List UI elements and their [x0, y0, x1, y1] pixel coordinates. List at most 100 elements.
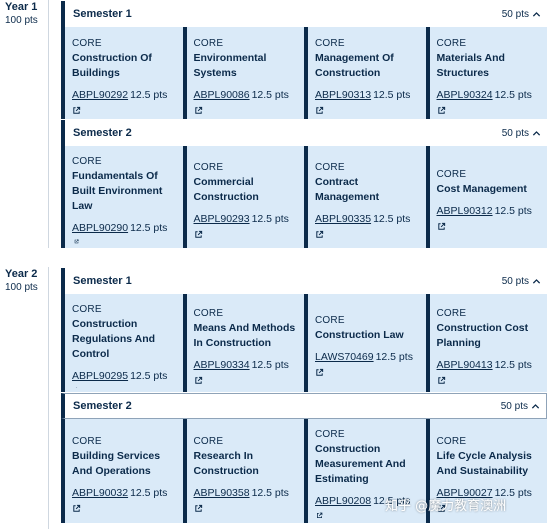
external-link-icon[interactable]: [72, 504, 81, 513]
subject-type: CORE: [436, 169, 467, 180]
subject-meta: ABPL90313 12.5 pts: [315, 88, 422, 102]
subject-credit: 12.5 pts: [130, 370, 168, 382]
semester-header[interactable]: Semester 2 50 pts: [61, 120, 547, 146]
external-link-icon[interactable]: [437, 376, 446, 385]
subject-list: CORE Building Services And Operations AB…: [61, 419, 547, 523]
subject-code-link[interactable]: ABPL90324: [436, 88, 493, 101]
chevron-up-icon: [532, 278, 541, 284]
subject-code-link[interactable]: ABPL90032: [72, 486, 129, 499]
subject-card[interactable]: CORE Construction Cost Planning ABPL9041…: [425, 294, 547, 392]
subject-name: Construction Law: [315, 329, 404, 341]
subject-card[interactable]: CORE Materials And Structures ABPL90324 1…: [425, 27, 547, 119]
subject-card[interactable]: CORE Life Cycle Analysis And Sustainabil…: [425, 419, 547, 523]
year-divider: [48, 267, 49, 529]
external-link-icon[interactable]: [72, 387, 81, 388]
subject-credit: 12.5 pts: [494, 88, 532, 101]
subject-type: CORE: [72, 37, 102, 49]
external-link-icon[interactable]: [315, 368, 324, 377]
subject-list: CORE Fundamentals Of Built Environment L…: [61, 146, 547, 248]
semester-header[interactable]: Semester 2 50 pts: [61, 393, 547, 419]
subject-card[interactable]: CORE Building Services And Operations AB…: [61, 419, 183, 523]
subject-card[interactable]: CORE Research In Construction ABPL90358 1…: [182, 419, 304, 523]
subject-code-link[interactable]: ABPL90290: [72, 222, 129, 234]
external-link-icon[interactable]: [437, 222, 446, 231]
subject-code-link[interactable]: LAWS70469: [315, 351, 374, 363]
semester-points-toggle[interactable]: 50 pts: [501, 401, 540, 412]
subject-code-link[interactable]: ABPL90335: [315, 212, 372, 225]
external-link-icon[interactable]: [194, 230, 203, 239]
subject-type: CORE: [72, 156, 102, 167]
semester-block: Semester 2 50 pts CORE Building Services…: [61, 393, 547, 523]
chevron-up-icon: [532, 130, 541, 136]
semester-title: Semester 1: [73, 8, 132, 20]
semester-block: Semester 1 50 pts CORE Construction Of B…: [61, 1, 547, 119]
external-link-icon[interactable]: [437, 504, 446, 513]
semester-block: Semester 1 50 pts CORE Construction Regu…: [61, 268, 547, 392]
subject-card[interactable]: CORE Means And Methods In Construction A…: [182, 294, 304, 392]
subject-credit: 12.5 pts: [251, 486, 289, 499]
subject-code-link[interactable]: ABPL90313: [315, 88, 372, 101]
semester-header[interactable]: Semester 1 50 pts: [61, 268, 547, 294]
subject-card[interactable]: CORE Management Of Construction ABPL9031…: [304, 27, 426, 119]
semester-block: Semester 2 50 pts CORE Fundamentals Of B…: [61, 120, 547, 248]
year-1-label: Year 1 100 pts: [0, 0, 48, 28]
subject-code-link[interactable]: ABPL90312: [436, 205, 493, 217]
watermark: 知乎 @魔力教育澳洲: [385, 499, 507, 514]
external-link-icon[interactable]: [72, 106, 81, 115]
semester-points-toggle[interactable]: 50 pts: [502, 9, 541, 20]
subject-code-link[interactable]: ABPL90086: [193, 88, 250, 101]
external-link-icon[interactable]: [194, 106, 203, 115]
subject-card[interactable]: CORE Construction Law LAWS70469 12.5 pts: [304, 294, 426, 392]
year-2-section: Year 2 100 pts Semester 1 50 pts CORE Co…: [0, 267, 549, 529]
external-link-icon[interactable]: [72, 239, 81, 244]
external-link-icon[interactable]: [437, 106, 446, 115]
subject-code-link[interactable]: ABPL90208: [315, 495, 372, 507]
external-link-icon[interactable]: [194, 376, 203, 385]
external-link-icon[interactable]: [315, 230, 324, 239]
subject-name: Construction Of Buildings: [72, 51, 152, 79]
subject-type: CORE: [193, 161, 224, 173]
semester-title: Semester 2: [73, 400, 132, 412]
subject-meta: ABPL90208 12.5 pts: [315, 494, 422, 508]
subject-code-link[interactable]: ABPL90295: [72, 370, 129, 382]
subject-card[interactable]: CORE Construction Of Buildings ABPL90292…: [61, 27, 183, 119]
subject-code-link[interactable]: ABPL90413: [436, 358, 493, 371]
semester-title: Semester 1: [73, 275, 132, 287]
subject-name: Cost Management: [436, 183, 527, 195]
subject-card[interactable]: CORE Environmental Systems ABPL90086 12.5…: [182, 27, 304, 119]
semester-points-toggle[interactable]: 50 pts: [502, 128, 541, 139]
subject-code-link[interactable]: ABPL90293: [193, 212, 250, 225]
subject-card[interactable]: CORE Fundamentals Of Built Environment L…: [61, 146, 183, 248]
chevron-up-icon: [532, 11, 541, 17]
semester-points: 50 pts: [500, 400, 528, 412]
subject-card[interactable]: CORE Commercial Construction ABPL90293 12…: [182, 146, 304, 248]
subject-meta: ABPL90293 12.5 pts: [194, 212, 301, 226]
external-link-icon[interactable]: [194, 504, 203, 513]
subject-code-link[interactable]: ABPL90358: [193, 486, 250, 499]
subject-code-link[interactable]: ABPL90334: [193, 358, 250, 371]
subject-card[interactable]: CORE Cost Management ABPL90312 12.5 pts: [425, 146, 547, 248]
semester-header[interactable]: Semester 1 50 pts: [61, 1, 547, 27]
subject-meta: ABPL90358 12.5 pts: [194, 486, 301, 500]
subject-meta: ABPL90027 12.5 pts: [437, 486, 544, 500]
subject-code-link[interactable]: ABPL90292: [72, 88, 129, 101]
semester-points-toggle[interactable]: 50 pts: [502, 276, 541, 287]
subject-meta: ABPL90295 12.5 pts: [72, 369, 179, 383]
year-points: 100 pts: [5, 282, 38, 293]
subject-meta: ABPL90290 12.5 pts: [72, 221, 179, 235]
subject-credit: 12.5 pts: [130, 88, 168, 101]
subject-card[interactable]: CORE Contract Management ABPL90335 12.5 p…: [304, 146, 426, 248]
subject-credit: 12.5 pts: [251, 88, 289, 101]
subject-card[interactable]: CORE Construction Regulations And Contro…: [61, 294, 183, 392]
subject-meta: ABPL90032 12.5 pts: [72, 486, 179, 500]
external-link-icon[interactable]: [315, 512, 324, 519]
external-link-icon[interactable]: [315, 106, 324, 115]
subject-name: Fundamentals Of Built Environment Law: [72, 170, 163, 212]
subject-card[interactable]: CORE Construction Measurement And Estima…: [304, 419, 426, 523]
subject-name: Research In Construction: [193, 449, 259, 477]
subject-name: Construction Regulations And Control: [72, 318, 156, 360]
subject-name: Construction Measurement And Estimating: [315, 443, 406, 485]
subject-code-link[interactable]: ABPL90027: [436, 486, 493, 499]
subject-name: Building Services And Operations: [72, 449, 161, 477]
subject-meta: ABPL90413 12.5 pts: [437, 358, 544, 372]
